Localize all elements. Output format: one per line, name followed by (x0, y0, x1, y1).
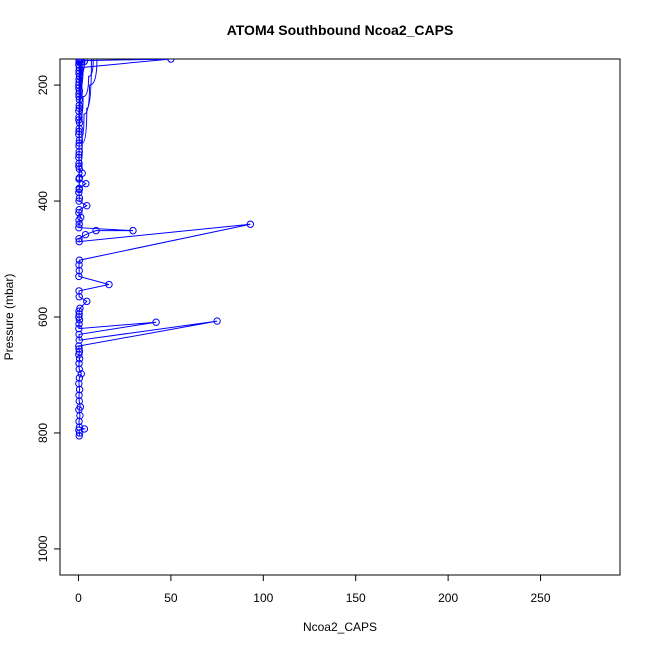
data-point (75, 355, 84, 363)
x-tick-label: 200 (438, 591, 458, 605)
data-point (81, 230, 90, 239)
series-curve (78, 59, 83, 69)
data-point (75, 348, 84, 356)
data-point (75, 206, 83, 214)
data-point (75, 426, 83, 434)
series-curve (79, 59, 94, 121)
y-axis-label: Pressure (mbar) (2, 274, 16, 361)
y-tick-label: 800 (36, 423, 50, 443)
x-tick-label: 150 (346, 591, 366, 605)
data-point (75, 81, 83, 89)
data-point (75, 224, 83, 232)
data-point (75, 350, 83, 359)
data-point (75, 188, 83, 197)
data-point (75, 374, 84, 382)
data-point (75, 59, 83, 66)
x-axis-label: Ncoa2_CAPS (303, 620, 377, 634)
data-point (75, 330, 83, 339)
data-point (75, 90, 83, 98)
data-point (75, 162, 83, 170)
data-point (75, 423, 84, 431)
data-point (75, 385, 84, 394)
data-point (83, 297, 91, 306)
data-point (75, 124, 83, 133)
data-point (75, 194, 84, 202)
data-point (75, 429, 84, 437)
data-point (75, 336, 83, 344)
data-point (105, 280, 113, 289)
x-axis: 0 50 100 150 200 250 (75, 574, 551, 605)
data-point (75, 174, 84, 182)
data-point (75, 84, 83, 92)
data-point (75, 293, 83, 301)
data-point (75, 130, 83, 139)
data-point (75, 345, 83, 353)
data-point (75, 324, 83, 333)
data-point (75, 310, 83, 318)
data-point (76, 213, 85, 221)
data-point (83, 201, 91, 210)
x-tick-label: 50 (164, 591, 178, 605)
data-point (75, 113, 83, 121)
plot-area (75, 59, 255, 440)
data-point (76, 304, 84, 313)
data-point (92, 226, 100, 235)
series-curve (78, 59, 86, 103)
data-point (75, 197, 83, 205)
data-point (75, 272, 83, 281)
data-point (75, 208, 83, 217)
y-tick-label: 200 (36, 75, 50, 95)
data-point (75, 320, 83, 328)
data-point (75, 185, 83, 194)
data-point (75, 397, 83, 405)
data-point (75, 220, 83, 228)
data-point (75, 359, 83, 368)
data-point (75, 266, 83, 275)
data-point (75, 256, 84, 264)
data-point (75, 261, 83, 269)
data-point (75, 107, 83, 115)
data-point (82, 179, 90, 188)
data-point (75, 342, 83, 350)
data-point (80, 425, 89, 433)
data-point (75, 235, 83, 243)
chart-title: ATOM4 Southbound Ncoa2_CAPS (227, 22, 454, 38)
data-point (75, 159, 83, 168)
y-tick-label: 1000 (36, 535, 50, 562)
data-point (75, 417, 83, 426)
x-tick-label: 250 (531, 591, 551, 605)
data-point (75, 287, 83, 295)
series-curve (79, 59, 92, 167)
data-point (129, 226, 137, 235)
data-point (75, 116, 83, 124)
data-point (213, 317, 221, 325)
data-point (75, 365, 83, 373)
data-point (75, 87, 84, 95)
data-point (152, 318, 160, 326)
data-point (75, 432, 83, 440)
data-point (75, 313, 83, 321)
y-tick-label: 400 (36, 191, 50, 211)
data-point (75, 379, 83, 388)
y-axis: 200 400 600 800 1000 (36, 75, 61, 562)
data-point (75, 391, 83, 399)
x-tick-label: 100 (253, 591, 273, 605)
series-line (78, 59, 251, 436)
data-point (75, 316, 84, 324)
y-tick-label: 600 (36, 307, 50, 327)
data-point (75, 237, 83, 246)
data-point (75, 92, 83, 101)
data-point (77, 370, 85, 378)
data-point (75, 127, 83, 136)
x-tick-label: 0 (75, 591, 82, 605)
data-point (167, 59, 175, 63)
data-series (75, 59, 255, 440)
data-point (246, 220, 255, 228)
plot-frame (59, 58, 621, 576)
